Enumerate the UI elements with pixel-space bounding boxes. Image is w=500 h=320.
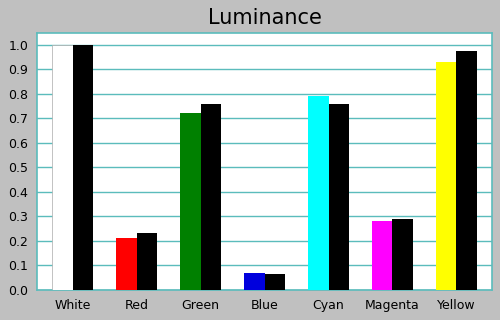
Bar xyxy=(72,45,93,290)
Bar xyxy=(392,219,413,290)
Bar xyxy=(328,104,349,290)
Bar xyxy=(180,113,201,290)
Bar xyxy=(200,104,221,290)
Bar xyxy=(308,96,328,290)
Bar xyxy=(372,221,392,290)
Title: Luminance: Luminance xyxy=(208,8,322,28)
Bar xyxy=(264,274,285,290)
Bar xyxy=(244,273,264,290)
Bar xyxy=(436,62,456,290)
Bar xyxy=(52,45,72,290)
Bar xyxy=(136,233,157,290)
Bar xyxy=(456,51,477,290)
Bar xyxy=(116,238,136,290)
